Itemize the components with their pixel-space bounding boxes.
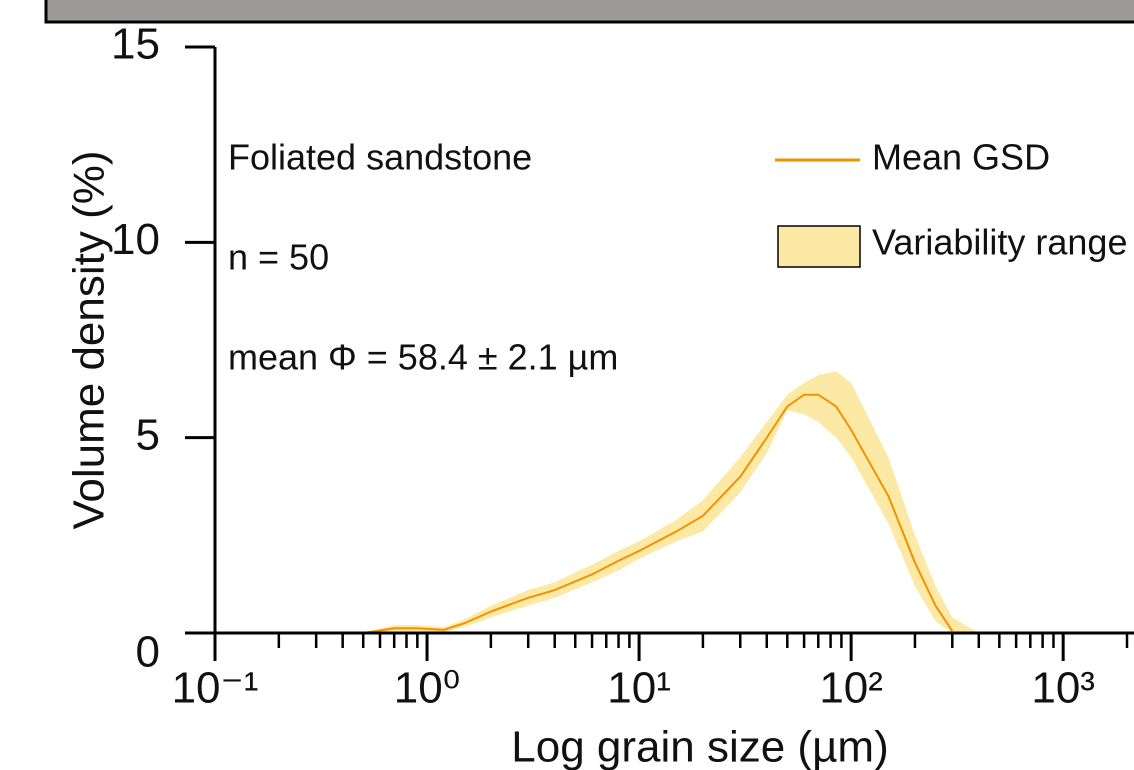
annotation: n = 50 (228, 237, 329, 278)
x-tick-label: 10³ (1031, 664, 1095, 713)
x-tick-label: 10⁰ (394, 664, 461, 713)
y-tick-label: 5 (136, 410, 160, 459)
y-tick-label: 15 (111, 20, 160, 69)
variability-band (363, 371, 979, 633)
legend-label: Variability range (872, 222, 1127, 263)
y-tick-label: 10 (111, 215, 160, 264)
x-tick-label: 10⁻¹ (172, 664, 259, 713)
photo-strip (44, 0, 1134, 24)
mean-line (363, 393, 954, 634)
x-axis-label: Log grain size (µm) (511, 723, 888, 770)
legend-swatch (777, 225, 861, 268)
y-tick-label: 0 (136, 628, 160, 677)
y-axis-label: Volume density (%) (65, 150, 114, 529)
x-tick-label: 10¹ (607, 664, 671, 713)
legend-label: Mean GSD (872, 137, 1050, 178)
x-tick-label: 10² (819, 664, 883, 713)
annotation: mean Φ = 58.4 ± 2.1 µm (228, 337, 618, 378)
annotation: Foliated sandstone (228, 137, 532, 178)
